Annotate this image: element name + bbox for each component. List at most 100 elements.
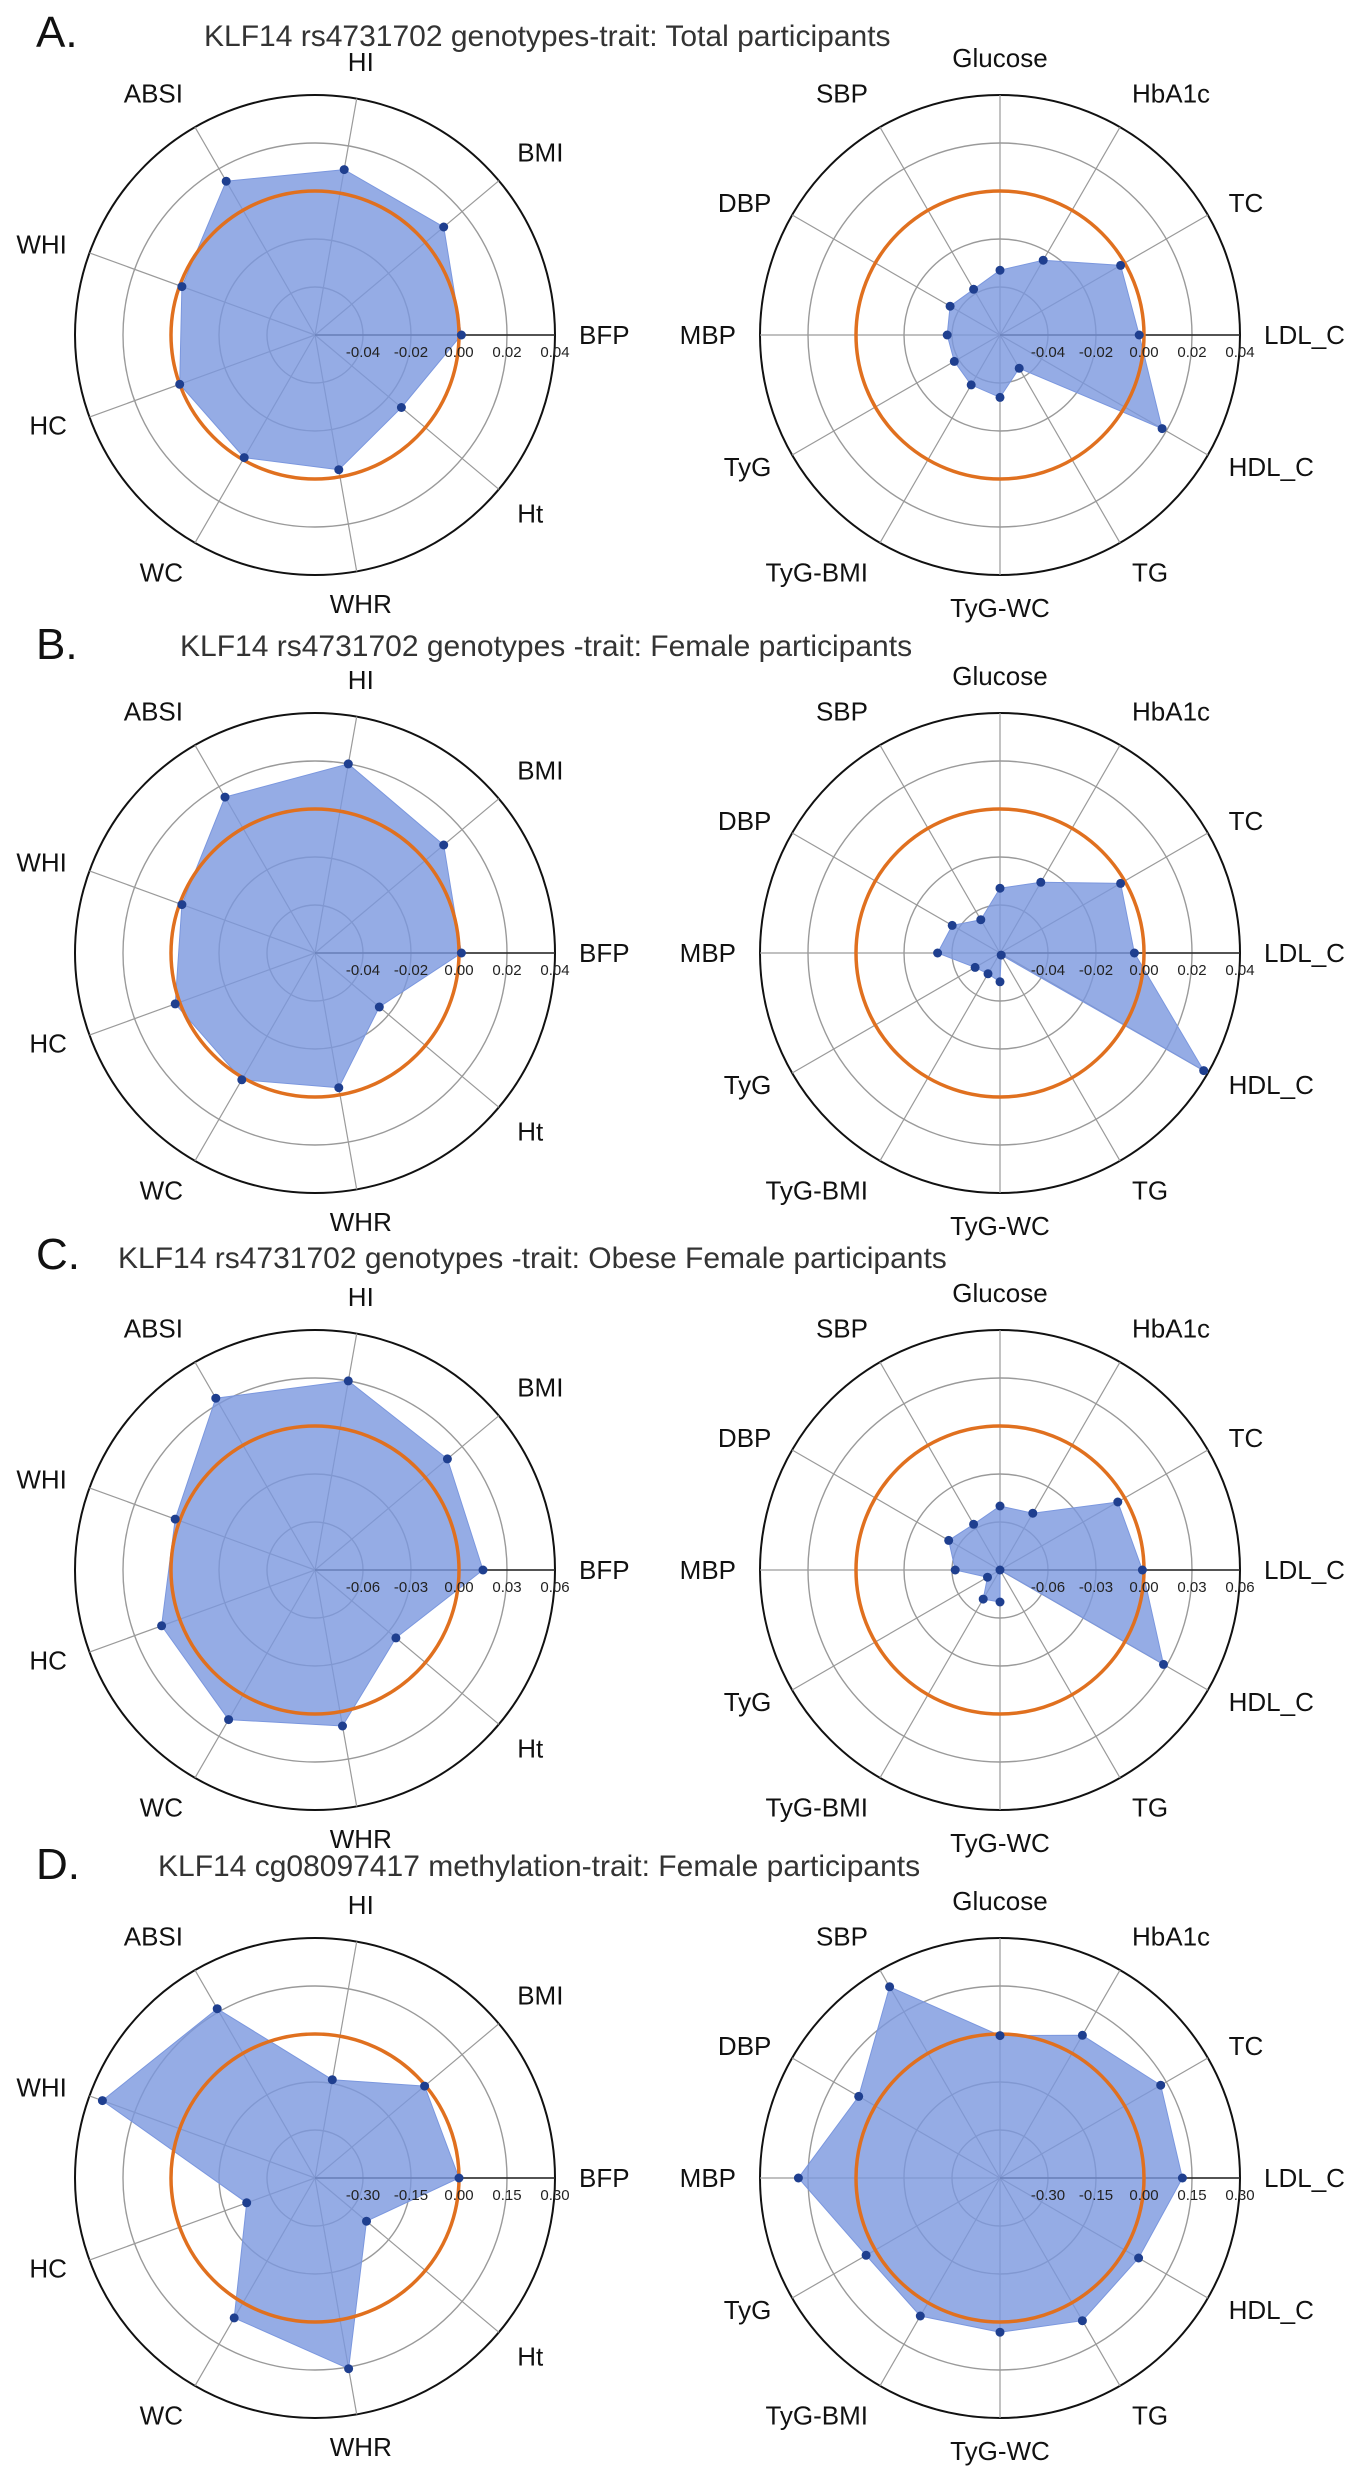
axis-label-whr: WHR xyxy=(330,2432,392,2462)
axis-label-dbp: DBP xyxy=(718,2031,771,2061)
panel-letter-b: B. xyxy=(36,620,78,669)
data-point-HC xyxy=(242,2198,252,2208)
axis-label-sbp: SBP xyxy=(816,78,868,108)
zero-reference-circle xyxy=(854,807,1146,1099)
radial-tick-label: -0.04 xyxy=(346,962,380,979)
spoke-TG xyxy=(999,1569,1121,1779)
panel-title-a: KLF14 rs4731702 genotypes-trait: Total p… xyxy=(204,20,891,53)
radial-tick-label: 0.00 xyxy=(1129,2187,1158,2204)
radial-tick-label: 0.02 xyxy=(492,962,521,979)
axis-label-tg: TG xyxy=(1132,1176,1168,1206)
radial-tick-label: 0.03 xyxy=(492,1579,521,1596)
data-point-LDL_C xyxy=(1129,948,1139,958)
data-point-MBP xyxy=(950,1565,960,1575)
data-point-TC xyxy=(1156,2080,1166,2090)
axis-label-tyg-bmi: TyG-BMI xyxy=(765,1793,868,1823)
axis-label-ht: Ht xyxy=(517,1734,544,1764)
radial-tick-label: -0.06 xyxy=(346,1579,380,1596)
axis-label-ldl-c: LDL_C xyxy=(1264,2163,1345,2193)
radial-tick-label: -0.04 xyxy=(346,344,380,361)
axis-label-whi: WHI xyxy=(16,2073,67,2103)
zero-reference-circle xyxy=(854,189,1146,481)
radial-tick-label: -0.02 xyxy=(394,962,428,979)
data-point-Glucose xyxy=(995,883,1005,893)
data-point-TyG-WC xyxy=(995,392,1005,402)
axis-label-glucose: Glucose xyxy=(952,1278,1047,1308)
axis-label-glucose: Glucose xyxy=(952,1886,1047,1916)
data-point-BMI xyxy=(439,840,449,850)
data-point-WHR xyxy=(338,1721,347,1731)
axis-label-sbp: SBP xyxy=(816,696,868,726)
axis-label-tg: TG xyxy=(1132,1793,1168,1823)
axis-label-ldl-c: LDL_C xyxy=(1264,938,1345,968)
data-point-HDL_C xyxy=(1199,1066,1209,1076)
data-point-SBP xyxy=(969,1519,979,1529)
spoke-TyG-BMI xyxy=(879,952,1001,1162)
data-point-SBP xyxy=(885,1982,895,1992)
data-point-LDL_C xyxy=(1134,330,1144,340)
radial-tick-label: -0.06 xyxy=(1031,1579,1065,1596)
radial-tick-label: -0.30 xyxy=(1031,2187,1065,2204)
axis-label-tyg: TyG xyxy=(724,1687,772,1717)
radar-chart-c-anthropometric: -0.06 -0.03 0.00 0.03 0.06 BFP BMI HI ABSI WHI HC W… xyxy=(16,1282,629,1854)
data-point-BFP xyxy=(456,330,466,340)
axis-label-mbp: MBP xyxy=(680,938,736,968)
axis-label-absi: ABSI xyxy=(124,1313,183,1343)
panel-letter-a: A. xyxy=(36,8,78,57)
axis-label-hdl-c: HDL_C xyxy=(1229,452,1314,482)
data-point-TyG-BMI xyxy=(915,2311,925,2321)
radar-chart-b-metabolic: -0.04 -0.02 0.00 0.02 0.04 LDL_C TC HbA1c Glucos… xyxy=(680,661,1345,1241)
axis-label-dbp: DBP xyxy=(718,1423,771,1453)
axis-label-tyg-wc: TyG-WC xyxy=(950,593,1050,623)
radial-tick-label: -0.15 xyxy=(394,2187,428,2204)
axis-label-hi: HI xyxy=(348,1282,374,1312)
axis-label-mbp: MBP xyxy=(680,2163,736,2193)
data-point-HC xyxy=(175,379,185,389)
data-point-SBP xyxy=(969,284,979,294)
data-point-WHI xyxy=(177,282,187,292)
data-point-HI xyxy=(343,1376,353,1386)
data-point-BMI xyxy=(439,222,449,232)
data-point-TG xyxy=(1014,363,1024,373)
data-point-HI xyxy=(327,2075,337,2085)
data-point-BFP xyxy=(454,2173,464,2183)
data-point-WHI xyxy=(177,900,187,910)
axis-label-dbp: DBP xyxy=(718,188,771,218)
axis-label-ht: Ht xyxy=(517,1117,544,1147)
data-point-WHR xyxy=(334,1083,344,1093)
radial-tick-label: 0.04 xyxy=(540,344,569,361)
panel-letter-c: C. xyxy=(36,1230,80,1279)
data-point-ABSI xyxy=(212,2004,222,2014)
radial-tick-label: 0.00 xyxy=(1129,344,1158,361)
data-point-BFP xyxy=(478,1565,488,1575)
spoke-TG xyxy=(999,952,1121,1162)
axis-label-mbp: MBP xyxy=(680,320,736,350)
axis-label-tyg: TyG xyxy=(724,452,772,482)
data-point-Glucose xyxy=(995,1501,1005,1511)
axis-label-tyg-wc: TyG-WC xyxy=(950,1211,1050,1241)
axis-label-absi: ABSI xyxy=(124,696,183,726)
radar-chart-d-anthropometric: -0.30 -0.15 0.00 0.15 0.30 BFP BMI HI ABSI WHI HC W… xyxy=(16,1890,629,2462)
axis-label-hba1c: HbA1c xyxy=(1132,696,1210,726)
data-point-TG xyxy=(996,950,1006,960)
radial-tick-label: 0.00 xyxy=(444,344,473,361)
axis-label-tg: TG xyxy=(1132,2401,1168,2431)
radar-chart-c-metabolic: -0.06 -0.03 0.00 0.03 0.06 LDL_C TC HbA1c Glucos… xyxy=(680,1278,1345,1858)
radial-tick-label: -0.02 xyxy=(1079,962,1113,979)
axis-label-ht: Ht xyxy=(517,2342,544,2372)
radial-tick-label: 0.30 xyxy=(540,2187,569,2204)
data-point-WHR xyxy=(344,2364,354,2374)
axis-label-tyg-wc: TyG-WC xyxy=(950,2436,1050,2466)
data-point-WHI xyxy=(97,2096,107,2106)
radial-tick-label: -0.15 xyxy=(1079,2187,1113,2204)
data-point-Ht xyxy=(396,403,406,412)
data-point-HbA1c xyxy=(1036,877,1046,887)
data-point-Glucose xyxy=(995,265,1005,275)
radial-tick-label: 0.00 xyxy=(1129,962,1158,979)
axis-label-whi: WHI xyxy=(16,1465,67,1495)
radial-tick-label: 0.00 xyxy=(444,1579,473,1596)
radial-tick-label: 0.02 xyxy=(1177,962,1206,979)
axis-label-tyg-bmi: TyG-BMI xyxy=(765,1176,868,1206)
radial-tick-label: 0.04 xyxy=(540,962,569,979)
radial-tick-label: 0.03 xyxy=(1177,1579,1206,1596)
